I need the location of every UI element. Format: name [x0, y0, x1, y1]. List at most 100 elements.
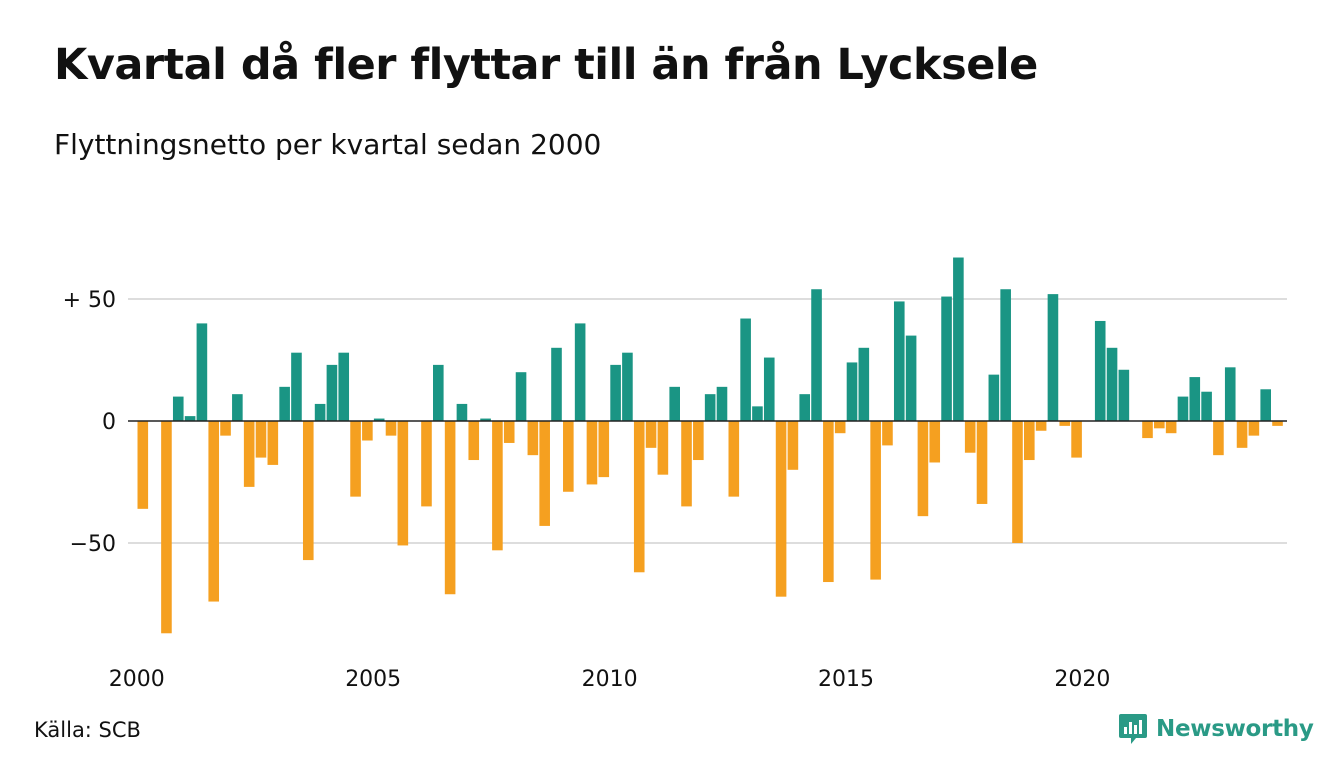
newsworthy-logo-icon — [1119, 714, 1147, 744]
bar-negative: 2010 Q3 — [633, 421, 645, 573]
bar-chart: 2000 Q12000 Q32000 Q42001 Q12001 Q22001 … — [63, 257, 1287, 692]
bar-positive: 2016 Q2 — [905, 335, 917, 421]
bar-negative: 2002 Q4 — [267, 421, 279, 465]
bar-positive: 2004 Q1 — [326, 364, 338, 421]
bar-positive: 2012 Q4 — [740, 318, 751, 421]
y-tick-label: 0 — [102, 410, 116, 435]
bar-positive: 2023 Q1 — [1224, 367, 1236, 421]
bar-negative: 2016 Q4 — [929, 421, 941, 463]
bar-positive: 2010 Q1 — [610, 364, 621, 421]
bar-positive: 2010 Q2 — [622, 352, 633, 421]
y-axis-labels: + 50 0 −50 — [63, 288, 116, 557]
bar-positive: 2001 Q1 — [184, 416, 196, 421]
bar-positive: 2016 Q1 — [893, 301, 905, 421]
bar-positive: 2020 Q2 — [1094, 320, 1106, 421]
x-tick-label: 2000 — [109, 667, 165, 692]
bar-negative: 2015 Q4 — [882, 421, 893, 446]
bar-negative: 2017 Q3 — [964, 421, 976, 453]
bar-positive: 2008 Q1 — [515, 372, 527, 421]
bar-positive: 2005 Q1 — [373, 418, 385, 421]
bar-positive: 2018 Q2 — [1000, 289, 1011, 421]
chart-title: Kvartal då fler flyttar till än från Lyc… — [54, 40, 1038, 90]
bar-negative: 2004 Q3 — [350, 421, 361, 497]
bar-negative: 2022 Q4 — [1213, 421, 1224, 456]
bar-positive: 2008 Q4 — [551, 347, 562, 421]
bar-negative: 2000 Q1 — [137, 421, 149, 509]
bar-negative: 2006 Q3 — [444, 421, 456, 595]
bar-negative: 2001 Q3 — [208, 421, 220, 602]
bar-negative: 2002 Q3 — [255, 421, 267, 458]
bar-negative: 2009 Q4 — [598, 421, 610, 478]
bar-negative: 2012 Q3 — [728, 421, 740, 497]
bar-negative: 2002 Q2 — [243, 421, 255, 487]
bar-positive: 2007 Q2 — [480, 418, 491, 421]
bar-negative: 2004 Q4 — [362, 421, 373, 441]
bar-positive: 2022 Q1 — [1177, 396, 1189, 421]
bar-positive: 2006 Q2 — [433, 364, 444, 421]
bar-negative: 2011 Q3 — [681, 421, 692, 507]
bar-positive: 2001 Q2 — [196, 323, 208, 421]
bar-negative: 2017 Q4 — [976, 421, 988, 504]
bar-negative: 2000 Q3 — [161, 421, 172, 634]
bar-negative: 2021 Q4 — [1165, 421, 1177, 434]
bar-negative: 2009 Q3 — [586, 421, 598, 485]
bar-negative: 2008 Q2 — [527, 421, 539, 456]
bar-negative: 2011 Q4 — [693, 421, 704, 461]
bar-negative: 2009 Q1 — [563, 421, 574, 492]
bar-positive: 2000 Q4 — [172, 396, 184, 421]
bars: 2000 Q12000 Q32000 Q42001 Q12001 Q22001 … — [137, 257, 1283, 634]
chart-subtitle: Flyttningsnetto per kvartal sedan 2000 — [54, 128, 602, 161]
bar-negative: 2019 Q3 — [1059, 421, 1071, 426]
x-tick-label: 2005 — [345, 667, 401, 692]
bar-negative: 2016 Q3 — [917, 421, 929, 517]
bar-negative: 2015 Q3 — [870, 421, 881, 580]
brand-logo[interactable]: Newsworthy — [1118, 712, 1314, 746]
bar-positive: 2017 Q1 — [941, 296, 952, 421]
bar-positive: 2014 Q2 — [811, 289, 822, 421]
bar-negative: 2023 Q3 — [1248, 421, 1260, 436]
bar-positive: 2013 Q1 — [752, 406, 763, 421]
bar-positive: 2020 Q4 — [1118, 369, 1130, 421]
x-axis-labels: 2000 2005 2010 2015 2020 — [109, 667, 1111, 692]
bar-negative: 2005 Q3 — [397, 421, 409, 546]
bar-positive: 2003 Q1 — [279, 386, 290, 421]
source-note: Källa: SCB — [34, 718, 141, 742]
bar-negative: 2007 Q1 — [468, 421, 480, 461]
brand-name: Newsworthy — [1156, 716, 1314, 742]
bar-positive: 2019 Q2 — [1047, 294, 1059, 421]
y-tick-label: −50 — [70, 532, 116, 557]
bar-negative: 2021 Q2 — [1142, 421, 1153, 439]
bar-negative: 2019 Q4 — [1071, 421, 1082, 458]
bar-positive: 2006 Q4 — [456, 403, 468, 421]
bar-negative: 2014 Q4 — [834, 421, 846, 434]
bar-positive: 2011 Q2 — [669, 386, 680, 421]
bar-positive: 2020 Q3 — [1106, 347, 1118, 421]
bar-positive: 2022 Q2 — [1189, 377, 1201, 421]
x-tick-label: 2020 — [1054, 667, 1110, 692]
bar-positive: 2018 Q1 — [988, 374, 1000, 421]
bar-positive: 2013 Q2 — [763, 357, 775, 421]
bar-negative: 2005 Q2 — [385, 421, 397, 436]
bar-negative: 2010 Q4 — [645, 421, 657, 448]
bar-negative: 2014 Q3 — [823, 421, 834, 583]
bar-positive: 2004 Q2 — [338, 352, 350, 421]
bar-negative: 2023 Q2 — [1236, 421, 1248, 448]
bar-negative: 2006 Q1 — [421, 421, 432, 507]
bar-negative: 2024 Q1 — [1272, 421, 1283, 426]
y-tick-label: + 50 — [63, 288, 116, 313]
bar-positive: 2017 Q2 — [953, 257, 964, 421]
bar-negative: 2013 Q3 — [775, 421, 787, 597]
bar-negative: 2007 Q4 — [503, 421, 515, 443]
bar-negative: 2007 Q3 — [492, 421, 503, 551]
bar-negative: 2018 Q4 — [1024, 421, 1035, 461]
bar-negative: 2001 Q4 — [220, 421, 231, 436]
bar-negative: 2013 Q4 — [787, 421, 799, 470]
bar-positive: 2015 Q1 — [846, 362, 858, 421]
bar-negative: 2019 Q1 — [1035, 421, 1047, 431]
x-tick-label: 2015 — [818, 667, 874, 692]
bar-positive: 2003 Q2 — [291, 352, 302, 421]
bar-negative: 2018 Q3 — [1012, 421, 1023, 543]
bar-positive: 2003 Q4 — [314, 403, 326, 421]
gridlines — [128, 298, 1287, 544]
bar-negative: 2011 Q1 — [657, 421, 669, 475]
